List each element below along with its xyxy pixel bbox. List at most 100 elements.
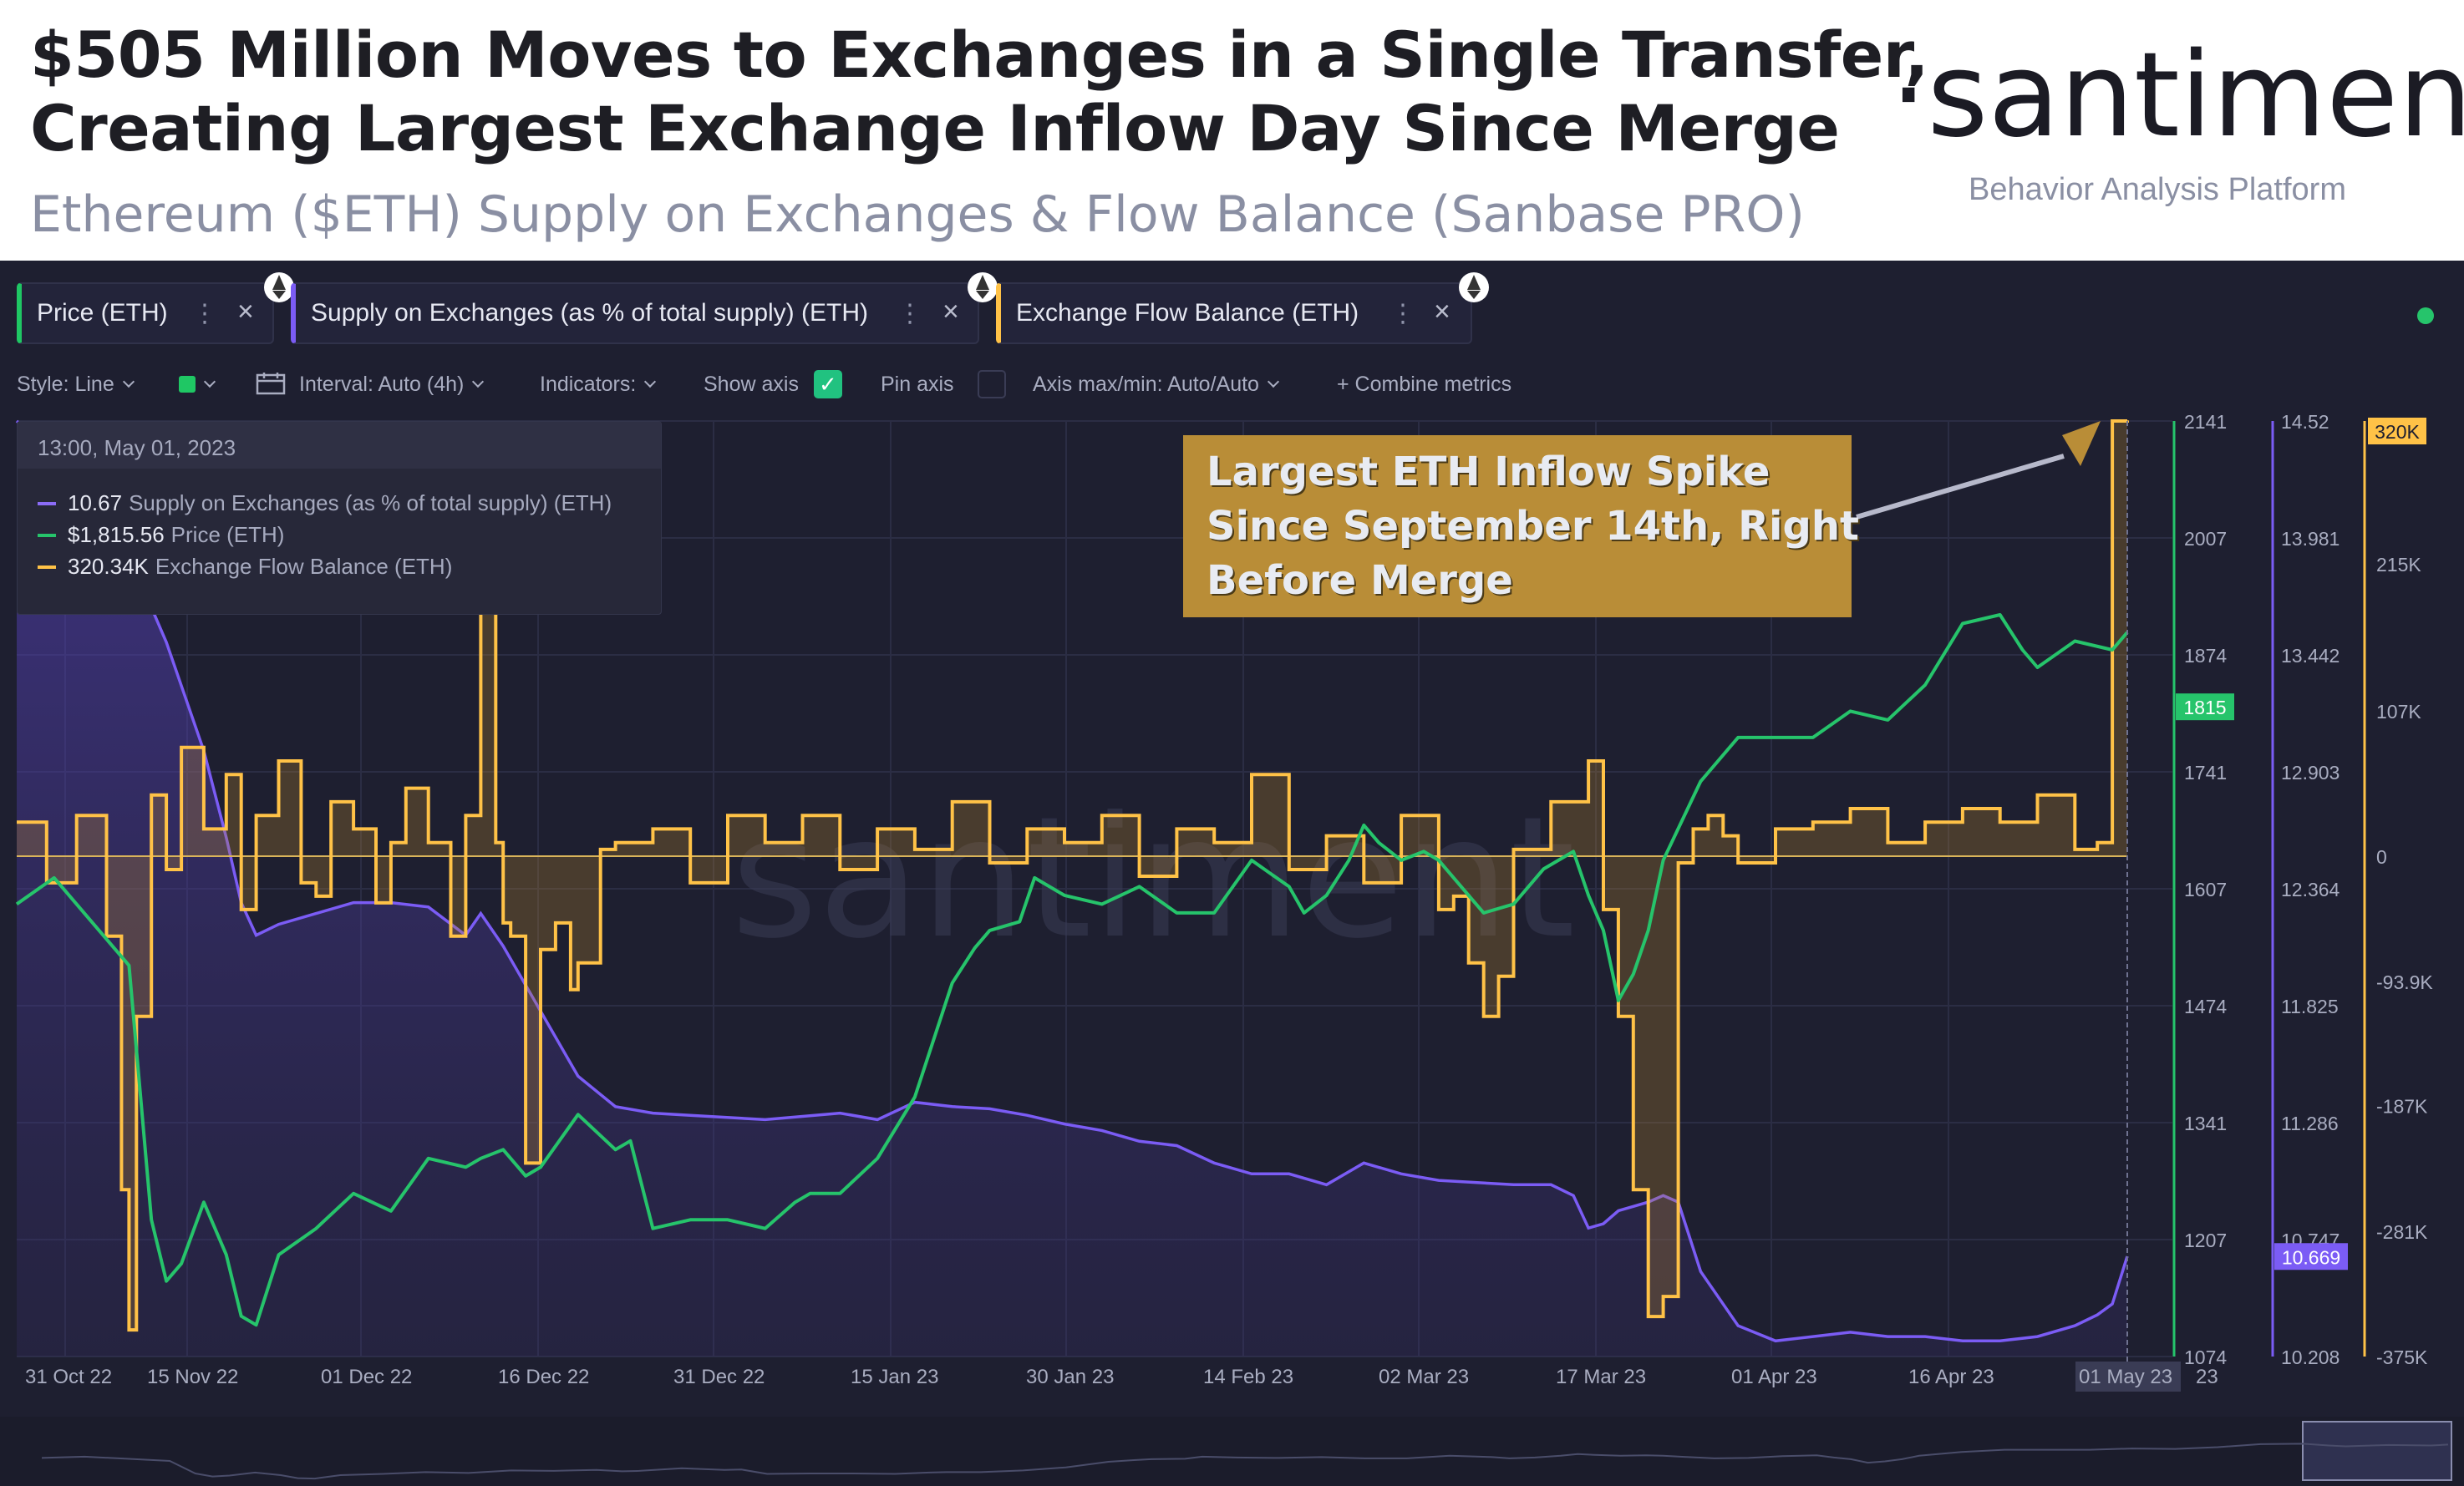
annotation-callout: Largest ETH Inflow Spike Since September… (1183, 435, 1859, 617)
title-line-1: $505 Million Moves to Exchanges in a Sin… (30, 18, 1928, 92)
navigator-strip[interactable] (0, 1417, 2464, 1486)
x-tick-label: 01 Dec 22 (321, 1366, 412, 1388)
axis-maxmin-dropdown[interactable]: Axis max/min: Auto/Auto (1033, 368, 1280, 401)
flow-tick-label: 215K (2376, 554, 2421, 576)
flow-current-badge (2368, 418, 2426, 444)
combine-metrics-button[interactable]: + Combine metrics (1337, 372, 1512, 396)
price-tick-label: 1207 (2184, 1230, 2227, 1251)
price-tick-label: 1074 (2184, 1347, 2227, 1368)
pin-axis-toggle[interactable]: Pin axis (881, 368, 1006, 401)
metric-tab-label: Supply on Exchanges (as % of total suppl… (311, 299, 868, 327)
supply-tick-label: 10.208 (2281, 1347, 2340, 1368)
navigator-line (41, 1443, 2449, 1480)
indicators-dropdown[interactable]: Indicators: (540, 368, 657, 401)
santiment-logo: ·santiment· (1890, 28, 2464, 164)
checkbox-checked-icon[interactable]: ✓ (813, 370, 842, 398)
hover-tooltip: 13:00, May 01, 2023 10.67 Supply on Exch… (17, 421, 662, 615)
ethereum-icon (264, 272, 294, 302)
callout-line-1: Largest ETH Inflow Spike (1207, 449, 1771, 495)
supply-tick-label: 12.364 (2281, 879, 2340, 900)
metric-tab-label: Exchange Flow Balance (ETH) (1016, 299, 1359, 327)
supply-tick-label: 14.52 (2281, 411, 2329, 433)
axes: 2141 2007 1874 1741 1607 1474 1341 1207 1074 1815… (0, 411, 2464, 1486)
tooltip-row-supply: 10.67 Supply on Exchanges (as % of total… (38, 490, 612, 516)
flow-tick-label: 107K (2376, 701, 2421, 723)
ethereum-icon (968, 272, 998, 302)
x-tick-label: 31 Dec 22 (673, 1366, 765, 1388)
close-icon[interactable]: × (237, 296, 254, 327)
supply-current-label: 10.669 (2282, 1246, 2340, 1268)
x-tick-label: 15 Nov 22 (147, 1366, 238, 1388)
x-current-badge (2075, 1362, 2181, 1392)
flow-tick-label: -281K (2376, 1221, 2428, 1243)
x-tick-label: 16 Apr 23 (1908, 1366, 1994, 1388)
flow-tick-label: -187K (2376, 1096, 2428, 1118)
more-options-icon[interactable]: ⋮ (897, 300, 922, 327)
close-icon[interactable]: × (942, 296, 959, 327)
style-label: Style: Line (17, 372, 114, 396)
metric-tab-price[interactable]: Price (ETH) ⋮ × (17, 272, 294, 344)
supply-tick-label: 11.825 (2281, 996, 2339, 1017)
more-options-icon[interactable]: ⋮ (1390, 300, 1415, 327)
x-tick-label: 01 May 23 (2079, 1366, 2172, 1388)
series-marker (38, 565, 56, 569)
pin-axis-label: Pin axis (881, 372, 954, 396)
title-line-2: Creating Largest Exchange Inflow Day Sin… (30, 91, 1840, 165)
tooltip-value: 10.67 (68, 490, 123, 515)
x-tick-label: 23 (2196, 1366, 2218, 1388)
supply-tick-label: 12.903 (2281, 762, 2340, 784)
color-swatch (179, 376, 196, 393)
interval-label: Interval: Auto (4h) (299, 372, 465, 396)
supply-current-badge (2274, 1243, 2348, 1270)
metric-tab-supply[interactable]: Supply on Exchanges (as % of total suppl… (291, 272, 998, 344)
metric-tab-flow[interactable]: Exchange Flow Balance (ETH) ⋮ × (996, 272, 1489, 344)
price-current-label: 1815 (2183, 697, 2226, 718)
price-tick-label: 1741 (2184, 762, 2227, 784)
supply-tick-label: 13.981 (2281, 528, 2340, 550)
chart-panel: Price (ETH) ⋮ × Supply on Exchanges (as … (0, 261, 2464, 1486)
tooltip-label: Price (ETH) (170, 522, 285, 547)
price-tick-label: 1607 (2184, 879, 2227, 900)
callout-line-2: Since September 14th, Right (1207, 503, 1859, 550)
tooltip-value: 320.34K (68, 554, 149, 579)
series-line-supply (15, 419, 2129, 1343)
watermark: santiment (731, 781, 1576, 976)
price-tick-label: 1341 (2184, 1113, 2227, 1134)
more-options-icon[interactable]: ⋮ (192, 300, 217, 327)
brand-tagline: Behavior Analysis Platform (1969, 172, 2346, 207)
price-tick-label: 1874 (2184, 645, 2227, 667)
checkbox-empty-icon[interactable] (977, 370, 1006, 398)
axis-maxmin-label: Axis max/min: Auto/Auto (1033, 372, 1259, 396)
series-layer (15, 419, 2129, 1385)
flow-tick-label: 0 (2376, 846, 2387, 868)
x-tick-label: 02 Mar 23 (1379, 1366, 1469, 1388)
navigator-window[interactable] (2302, 1421, 2452, 1481)
x-tick-label: 14 Feb 23 (1203, 1366, 1293, 1388)
interval-dropdown[interactable]: Interval: Auto (4h) (256, 368, 485, 401)
supply-area (17, 421, 2127, 1357)
tooltip-value: $1,815.56 (68, 522, 165, 547)
style-dropdown[interactable]: Style: Line (17, 368, 135, 401)
callout-arrow-line (1856, 454, 2065, 520)
supply-tick-label: 13.442 (2281, 645, 2340, 667)
tooltip-row-flow: 320.34K Exchange Flow Balance (ETH) (38, 554, 452, 580)
flow-tick-label: -375K (2376, 1347, 2428, 1368)
close-icon[interactable]: × (1434, 296, 1450, 327)
x-tick-label: 15 Jan 23 (851, 1366, 938, 1388)
ethereum-icon (1459, 272, 1489, 302)
tooltip-date: 13:00, May 01, 2023 (18, 422, 661, 469)
color-dropdown[interactable] (179, 368, 216, 401)
tooltip-label: Exchange Flow Balance (ETH) (155, 554, 453, 579)
x-tick-label: 16 Dec 22 (498, 1366, 589, 1388)
callout-arrow-head (2062, 421, 2101, 466)
chart-canvas[interactable]: santiment 2141 2007 1874 1741 1607 1474 1341 12… (0, 261, 2464, 1486)
price-tick-label: 2007 (2184, 528, 2227, 550)
show-axis-toggle[interactable]: Show axis ✓ (704, 368, 842, 401)
series-line-price (15, 613, 2129, 1327)
live-status-icon (2417, 307, 2434, 324)
indicators-label: Indicators: (540, 372, 637, 396)
price-current-badge (2176, 693, 2234, 721)
calendar-icon (256, 373, 286, 395)
x-tick-label: 17 Mar 23 (1556, 1366, 1646, 1388)
